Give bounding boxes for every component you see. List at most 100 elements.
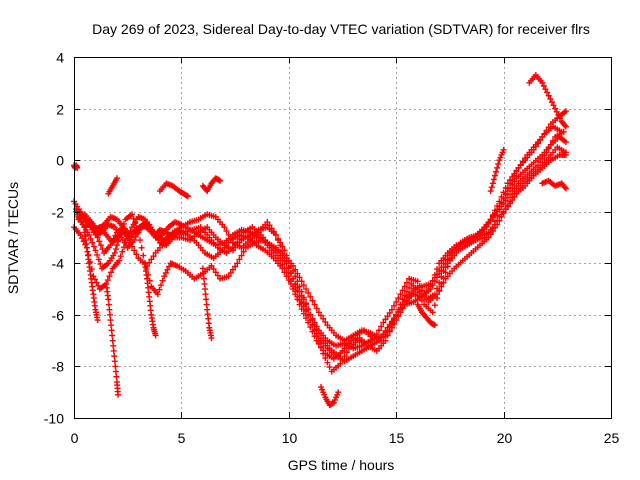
data-point	[335, 389, 342, 396]
data-point	[414, 278, 421, 285]
data-point	[184, 193, 191, 200]
data-point	[287, 280, 294, 287]
x-tick-label: 0	[71, 430, 79, 446]
data-point	[489, 213, 496, 220]
data-point	[202, 291, 209, 298]
data-point	[509, 181, 516, 188]
data-point	[318, 344, 325, 351]
data-point	[110, 347, 117, 354]
data-point	[277, 242, 284, 249]
data-point	[492, 224, 499, 231]
data-point	[403, 279, 410, 286]
data-point	[268, 225, 275, 232]
data-point	[315, 309, 322, 316]
data-point	[311, 333, 318, 340]
series-track-15	[526, 72, 569, 130]
data-point	[561, 122, 568, 129]
data-point	[313, 326, 320, 333]
y-axis-label: SDTVAR / TECUs	[5, 182, 21, 294]
data-point	[337, 360, 344, 367]
data-point	[108, 327, 115, 334]
data-point	[152, 332, 159, 339]
data-point	[309, 297, 316, 304]
data-point	[285, 277, 292, 284]
data-point	[234, 260, 241, 267]
data-point	[507, 184, 514, 191]
data-point	[131, 247, 138, 254]
data-point	[517, 161, 524, 168]
x-tick-label: 25	[604, 430, 620, 446]
data-point	[110, 235, 117, 242]
data-point	[376, 327, 383, 334]
data-point	[112, 363, 119, 370]
data-point	[137, 237, 144, 244]
data-point	[397, 291, 404, 298]
data-point	[403, 288, 410, 295]
data-point	[397, 305, 404, 312]
data-point	[562, 149, 569, 156]
data-point	[395, 295, 402, 302]
data-point	[227, 269, 234, 276]
series-track-11	[71, 162, 81, 171]
data-point	[112, 368, 119, 375]
data-point	[553, 108, 560, 115]
data-point	[124, 235, 131, 242]
y-tick-label: -10	[44, 411, 64, 427]
data-point	[431, 322, 438, 329]
data-point	[285, 265, 292, 272]
data-point	[111, 358, 118, 365]
data-point	[442, 260, 449, 267]
data-point	[311, 301, 318, 308]
data-point	[290, 275, 297, 282]
data-point	[487, 216, 494, 223]
data-point	[556, 115, 563, 122]
data-point	[138, 244, 145, 251]
data-point	[386, 309, 393, 316]
data-point	[161, 273, 168, 280]
data-point	[384, 313, 391, 320]
data-point	[79, 235, 86, 242]
data-point	[132, 233, 139, 240]
data-point	[382, 316, 389, 323]
data-point	[283, 273, 290, 280]
data-point	[266, 222, 273, 229]
data-point	[296, 301, 303, 308]
data-point	[393, 298, 400, 305]
data-point	[513, 168, 520, 175]
data-point	[199, 265, 206, 272]
series-track-16	[539, 177, 569, 192]
data-point	[487, 231, 494, 238]
data-point	[86, 231, 93, 238]
data-point	[106, 273, 113, 280]
data-point	[500, 210, 507, 217]
data-point	[311, 321, 318, 328]
data-point	[148, 256, 155, 263]
x-tick-label: 5	[178, 430, 186, 446]
data-point	[492, 172, 499, 179]
data-point	[302, 301, 309, 308]
data-point	[429, 309, 436, 316]
data-point	[309, 328, 316, 335]
data-point	[97, 260, 104, 267]
data-point	[487, 188, 494, 195]
data-point	[96, 238, 103, 245]
data-point	[307, 311, 314, 318]
data-point	[496, 203, 503, 210]
series-track-19	[199, 175, 224, 195]
data-point	[200, 270, 207, 277]
data-point	[94, 251, 101, 258]
data-point	[116, 257, 123, 264]
data-point	[94, 317, 101, 324]
data-point	[87, 235, 94, 242]
data-point	[322, 318, 329, 325]
data-point	[298, 278, 305, 285]
data-point	[105, 296, 112, 303]
data-point	[150, 253, 157, 260]
data-point	[111, 249, 118, 256]
series-track-12	[105, 175, 120, 197]
data-point	[200, 275, 207, 282]
y-tick-label: 4	[56, 50, 64, 66]
data-point	[300, 282, 307, 289]
data-point	[92, 247, 99, 254]
data-point	[232, 242, 239, 249]
